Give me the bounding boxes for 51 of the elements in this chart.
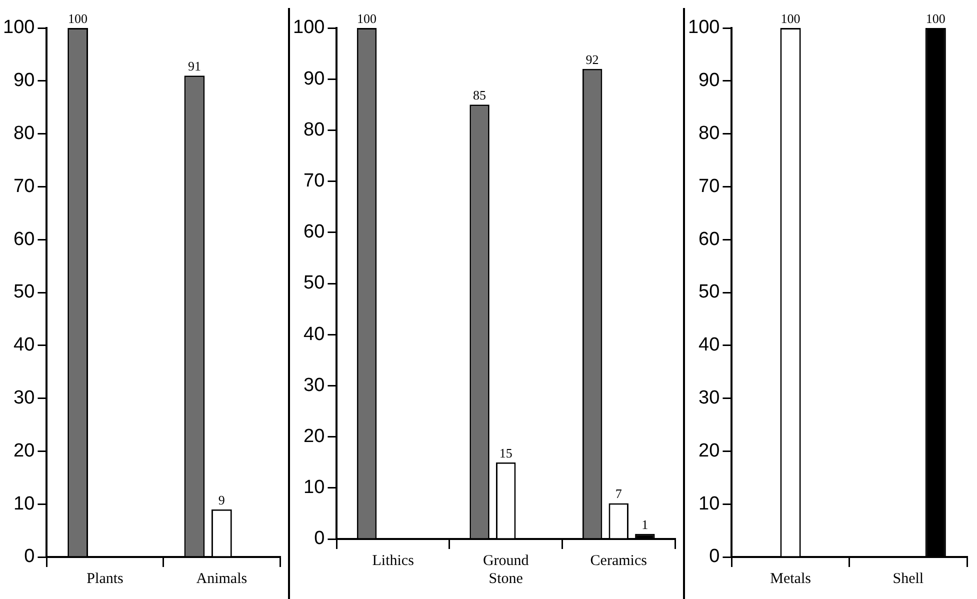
data-label: 100 — [780, 10, 800, 26]
y-tick-label: 90 — [698, 70, 720, 92]
data-label: 100 — [68, 10, 88, 26]
y-tick-label: 50 — [304, 272, 325, 294]
y-tick-label: 10 — [304, 477, 325, 498]
y-tick-label: 30 — [304, 374, 325, 396]
y-tick-label: 100 — [688, 17, 720, 38]
x-tick-label: Metals — [770, 570, 812, 587]
data-label: 92 — [586, 52, 599, 67]
y-tick-label: 20 — [304, 426, 325, 448]
y-tick-label: 50 — [698, 282, 720, 303]
y-tick-label: 70 — [698, 176, 720, 197]
data-label: 9 — [218, 492, 225, 508]
y-tick-label: 30 — [14, 388, 35, 409]
data-label: 100 — [926, 10, 946, 26]
y-tick-label: 80 — [304, 119, 325, 140]
y-tick-label: 40 — [304, 324, 325, 345]
y-tick-label: 100 — [293, 17, 325, 38]
y-tick-label: 10 — [14, 493, 35, 514]
data-label: 1 — [642, 516, 648, 532]
x-tick-label: Animals — [196, 570, 248, 587]
y-tick-label: 70 — [14, 176, 35, 197]
y-tick-label: 60 — [14, 228, 35, 250]
y-tick-label: 30 — [698, 388, 720, 409]
x-tick-label: Ground Stone — [482, 552, 530, 587]
y-tick-label: 40 — [698, 334, 720, 356]
y-tick-label: 90 — [14, 70, 35, 92]
data-label: 85 — [473, 88, 486, 103]
y-tick-label: 100 — [3, 17, 35, 38]
data-label: 15 — [499, 445, 512, 460]
data-label: 91 — [188, 58, 201, 74]
data-label: 100 — [357, 10, 377, 26]
y-tick-label: 40 — [14, 334, 35, 356]
data-label: 7 — [615, 486, 622, 502]
y-tick-label: 80 — [698, 123, 720, 144]
y-tick-label: 0 — [709, 546, 720, 568]
y-tick-label: 50 — [14, 282, 35, 303]
y-tick-label: 90 — [304, 68, 325, 90]
x-tick-label: Shell — [892, 570, 924, 587]
y-tick-label: 20 — [14, 440, 35, 462]
y-tick-label: 80 — [14, 123, 35, 144]
y-tick-label: 60 — [698, 228, 720, 250]
x-tick-label: Plants — [86, 570, 124, 587]
x-tick-label: Ceramics — [590, 552, 648, 569]
y-tick-label: 20 — [698, 440, 720, 462]
x-tick-label: Lithics — [372, 552, 414, 569]
y-tick-label: 10 — [698, 493, 720, 514]
y-tick-label: 70 — [304, 170, 325, 192]
y-tick-label: 0 — [24, 546, 35, 568]
y-tick-label: 60 — [304, 222, 325, 243]
y-tick-label: 0 — [314, 528, 325, 550]
